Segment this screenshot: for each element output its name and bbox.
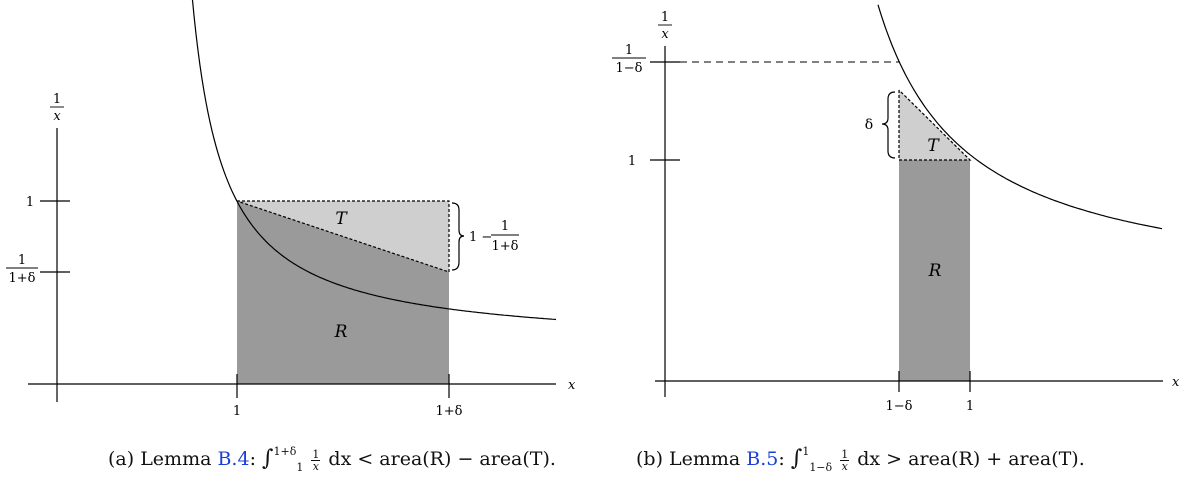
brace-label-b: δ [865,117,873,133]
caption-b-integrand-num: 1 [840,447,850,461]
region-t-label-b: T [927,136,940,156]
panel-a: 1 x x 1 1 1+δ 1 1+δ T R 1 − 1 1+δ [6,0,576,419]
brace-label-den-a: 1+δ [492,239,519,254]
caption-b-integrand-den: x [841,459,848,473]
y-axis-label-den-a: x [53,109,61,124]
brace-label-prefix-a: 1 − [469,230,492,245]
y-tick-frac-den-b: 1−δ [616,61,643,76]
caption-b-colon: : [778,448,791,470]
brace-b [881,91,896,159]
x-axis-label-b: x [1172,375,1180,390]
y-tick-one-label-a: 1 [26,195,34,210]
x-tick-left-label-b: 1−δ [886,399,913,414]
y-axis-label-num-b: 1 [661,10,669,25]
region-t-a-outline [236,200,450,273]
brace-label-num-a: 1 [501,219,509,234]
caption-a-suffix: dx < area(R) − area(T). [322,448,556,470]
x-tick-left-label-a: 1 [233,404,241,419]
region-r-label-b: R [928,261,942,281]
region-r-b [899,160,970,381]
panel-b: 1 x x 1 1−δ 1 1−δ 1 δ T R [612,4,1180,414]
caption-b-prefix: (b) Lemma [636,448,747,470]
caption-a-integrand-den: x [312,459,319,473]
x-tick-right-label-a: 1+δ [436,404,463,419]
curve-b [877,4,1163,230]
y-tick-frac-num-a: 1 [18,253,26,268]
region-t-label-a: T [335,209,348,229]
caption-a-integral: ∫1+δ [262,445,297,471]
y-axis-label-num-a: 1 [53,92,61,107]
y-tick-one-label-b: 1 [628,154,636,169]
region-t-b-outline [898,89,972,161]
caption-a-colon: : [249,448,263,470]
caption-a-lower: 1 [296,461,304,474]
caption-b-lower: 1−δ [809,461,833,474]
y-axis-label-den-b: x [661,27,669,42]
x-tick-right-label-b: 1 [966,399,974,414]
caption-a-integrand-num: 1 [311,447,321,461]
x-axis-label-a: x [568,378,576,393]
curve-a [191,0,557,321]
caption-b-suffix: dx > area(R) + area(T). [851,448,1085,470]
caption-a-prefix: (a) Lemma [108,448,218,470]
region-r-label-a: R [334,322,348,342]
y-tick-frac-num-b: 1 [625,43,633,58]
caption-b-upper: 1 [802,445,810,458]
caption-a-upper: 1+δ [273,445,297,458]
brace-a [451,202,465,271]
y-tick-frac-den-a: 1+δ [9,271,36,286]
caption-b-integral: ∫1 [790,445,810,471]
caption-a-ref-link[interactable]: B.4 [217,448,250,470]
caption-b-ref-link[interactable]: B.5 [746,448,779,470]
